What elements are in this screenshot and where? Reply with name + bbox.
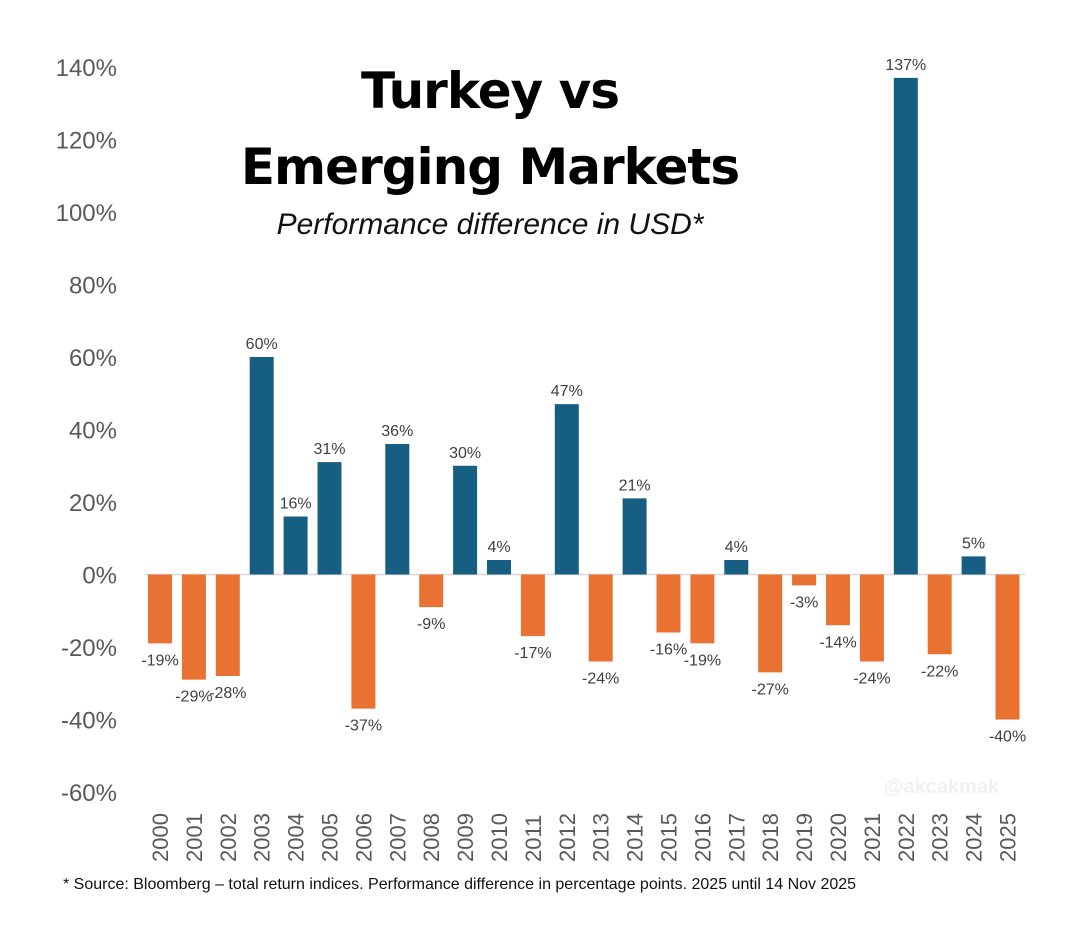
data-label-2018: -27%: [752, 681, 789, 698]
x-tick-label: 2016: [690, 813, 715, 862]
x-tick-label: 2003: [250, 813, 275, 862]
x-tick-label: 2011: [521, 815, 546, 862]
bar-2013: [588, 574, 613, 662]
x-tick-label: 2009: [453, 813, 478, 862]
chart-title-line1: Turkey vs: [360, 62, 620, 120]
bar-2007: [385, 444, 410, 575]
chart-title-line2: Emerging Markets: [240, 138, 740, 196]
bar-2004: [283, 516, 308, 575]
x-tick-label: 2005: [318, 813, 343, 862]
x-tick-label: 2010: [487, 813, 512, 862]
data-label-2015: -16%: [650, 642, 687, 659]
bar-2005: [317, 462, 342, 575]
y-tick-label: 20%: [69, 490, 117, 517]
x-tick-label: 2000: [148, 813, 173, 862]
chart-subtitle: Performance difference in USD*: [276, 208, 704, 241]
data-label-2013: -24%: [582, 671, 619, 688]
bar-2014: [622, 498, 647, 575]
x-tick-label: 2019: [792, 813, 817, 862]
bar-2023: [927, 574, 952, 655]
data-label-2003: 60%: [246, 336, 278, 353]
y-tick-label: 100%: [56, 200, 117, 227]
bar-2000: [148, 574, 172, 644]
bar-2024: [961, 556, 986, 575]
data-label-2008: -9%: [417, 616, 445, 633]
x-tick-label: 2023: [928, 813, 953, 862]
x-tick-label: 2017: [724, 813, 749, 862]
x-tick-label: 2018: [758, 813, 783, 862]
y-tick-label: 120%: [56, 128, 117, 155]
bar-2020: [826, 574, 850, 626]
y-tick-label: 0%: [82, 563, 117, 590]
x-tick-label: 2008: [419, 813, 444, 862]
data-label-2004: 16%: [280, 496, 312, 513]
x-tick-label: 2020: [826, 813, 851, 862]
data-label-2000: -19%: [141, 652, 178, 669]
bar-2010: [487, 560, 511, 575]
y-tick-label: -40%: [61, 708, 117, 735]
data-label-2022: 137%: [885, 57, 926, 74]
y-tick-label: 140%: [56, 55, 117, 82]
y-tick-label: 80%: [69, 273, 117, 300]
y-tick-label: -20%: [61, 635, 117, 662]
y-tick-label: 60%: [69, 345, 117, 372]
bar-2011: [520, 574, 545, 637]
bar-2018: [758, 574, 783, 673]
data-label-2021: -24%: [853, 671, 890, 688]
bar-2017: [724, 560, 749, 575]
data-label-2006: -37%: [345, 718, 382, 735]
x-tick-label: 2007: [385, 813, 410, 862]
data-label-2007: 36%: [381, 423, 413, 440]
data-label-2010: 4%: [487, 539, 510, 556]
watermark: @akcakmak: [884, 776, 1000, 798]
x-tick-label: 2004: [284, 813, 309, 862]
bar-2015: [656, 574, 681, 633]
y-tick-label: 40%: [69, 418, 117, 445]
bar-2002: [215, 574, 240, 676]
data-label-2017: 4%: [725, 539, 748, 556]
data-label-2024: 5%: [962, 535, 985, 552]
data-label-2020: -14%: [819, 634, 856, 651]
x-tick-label: 2014: [623, 813, 648, 862]
data-label-2016: -19%: [684, 652, 721, 669]
data-label-2005: 31%: [313, 441, 345, 458]
x-tick-label: 2025: [996, 813, 1021, 862]
bar-2021: [859, 574, 884, 662]
bar-2008: [419, 574, 444, 608]
x-tick-label: 2024: [962, 813, 987, 862]
x-tick-label: 2006: [351, 813, 376, 862]
data-label-2012: 47%: [551, 383, 583, 400]
data-label-2025: -40%: [989, 729, 1026, 746]
source-footnote: * Source: Bloomberg – total return indic…: [63, 876, 857, 893]
bar-2006: [351, 574, 376, 709]
data-label-2001: -29%: [175, 689, 212, 706]
bar-2009: [453, 465, 478, 575]
data-label-2019: -3%: [790, 594, 818, 611]
bar-2019: [792, 574, 817, 586]
x-tick-label: 2001: [182, 813, 207, 862]
bar-2012: [554, 404, 579, 575]
bar-2022: [893, 77, 918, 575]
bar-2025: [995, 574, 1020, 720]
data-label-2002: -28%: [209, 685, 246, 702]
data-label-2011: -17%: [514, 645, 551, 662]
x-tick-label: 2002: [216, 813, 241, 862]
data-label-2014: 21%: [619, 477, 651, 494]
x-tick-label: 2022: [894, 813, 919, 862]
y-tick-label: -60%: [61, 780, 117, 807]
bar-2001: [181, 574, 206, 680]
x-tick-label: 2015: [657, 813, 682, 862]
x-tick-label: 2013: [589, 813, 614, 862]
x-tick-label: 2021: [860, 813, 885, 862]
bar-2003: [249, 357, 274, 575]
bar-2016: [690, 574, 715, 644]
x-tick-label: 2012: [555, 813, 580, 862]
data-label-2009: 30%: [449, 445, 481, 462]
data-label-2023: -22%: [921, 663, 958, 680]
